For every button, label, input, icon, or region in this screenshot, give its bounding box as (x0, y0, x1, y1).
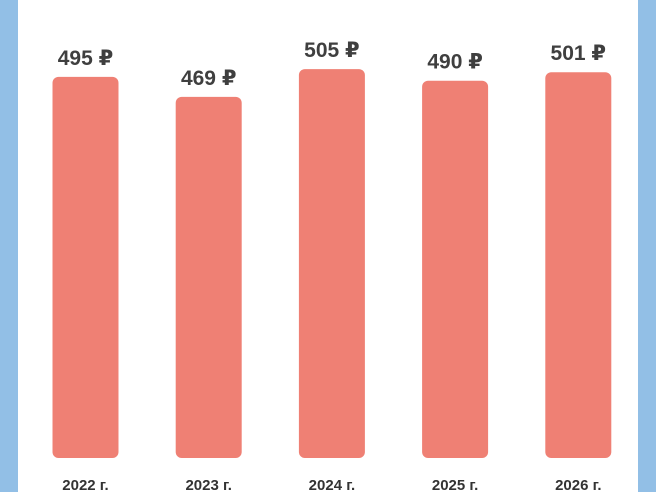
x-tick-label: 2025 г. (432, 477, 478, 492)
x-tick-label: 2023 г. (185, 477, 231, 492)
value-label: 490 ₽ (427, 51, 482, 74)
bar (52, 76, 119, 458)
value-label: 501 ₽ (551, 42, 606, 65)
value-label: 505 ₽ (304, 39, 359, 62)
bar (175, 96, 242, 459)
value-label: 495 ₽ (58, 47, 113, 70)
x-tick-label: 2024 г. (309, 477, 355, 492)
bar (545, 72, 612, 458)
value-label: 469 ₽ (181, 67, 236, 90)
bar (422, 80, 489, 458)
x-tick-label: 2026 г. (555, 477, 601, 492)
bar (298, 69, 365, 459)
x-tick-label: 2022 г. (62, 477, 108, 492)
